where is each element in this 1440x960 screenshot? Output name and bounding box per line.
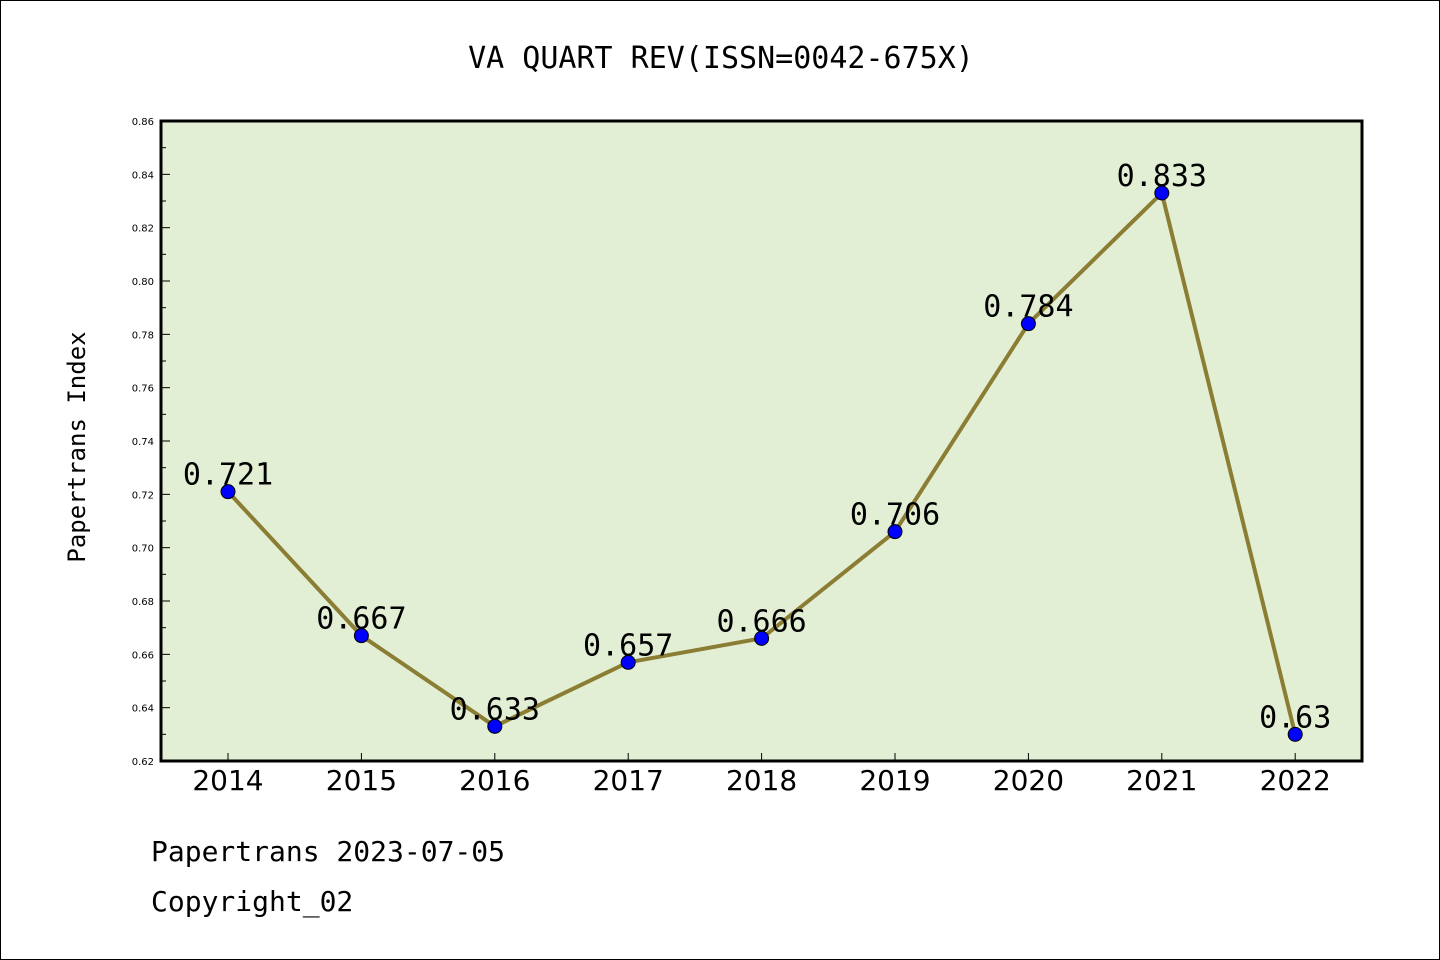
- footer-copyright: Copyright_02: [151, 885, 354, 918]
- x-tick-label: 2021: [1126, 764, 1197, 797]
- y-tick-label: 0.78: [132, 330, 154, 341]
- data-point: [353, 628, 369, 644]
- y-tick-label: 0.66: [132, 650, 154, 661]
- x-tick-label: 2014: [192, 764, 263, 797]
- x-tick-label: 2018: [726, 764, 797, 797]
- y-axis-ticks: 0.62 0.64 0.66 0.68 0.70 0.72 0.74 0.76 0.78 0.80…: [132, 117, 170, 768]
- x-tick-label: 2019: [859, 764, 930, 797]
- data-label: 0.706: [850, 498, 940, 533]
- data-label: 0.666: [716, 604, 806, 639]
- y-tick-label: 0.70: [132, 544, 154, 555]
- data-label: 0.833: [1117, 159, 1207, 194]
- data-label: 0.721: [183, 458, 273, 493]
- y-tick-label: 0.82: [132, 224, 154, 235]
- x-tick-label: 2017: [593, 764, 664, 797]
- data-points-layer: [220, 185, 1303, 742]
- data-label: 0.657: [583, 628, 673, 663]
- data-point: [887, 524, 903, 540]
- y-tick-label: 0.64: [132, 704, 154, 715]
- y-tick-label: 0.80: [132, 277, 154, 288]
- y-tick-label: 0.84: [132, 170, 154, 181]
- data-point: [1154, 185, 1170, 201]
- chart-title: VA QUART REV(ISSN=0042-675X): [468, 41, 974, 76]
- plot-area: [159, 119, 1364, 763]
- x-tick-label: 2020: [993, 764, 1064, 797]
- data-point: [1020, 316, 1036, 332]
- y-tick-label: 0.86: [132, 117, 154, 128]
- y-tick-label: 0.72: [132, 490, 154, 501]
- y-tick-label: 0.68: [132, 597, 154, 608]
- data-point: [487, 718, 503, 734]
- data-label: 0.667: [316, 602, 406, 637]
- x-tick-label: 2015: [326, 764, 397, 797]
- data-label: 0.63: [1259, 700, 1331, 735]
- data-point: [220, 484, 236, 500]
- y-axis-label: Papertrans Index: [63, 331, 91, 562]
- y-tick-label: 0.74: [132, 437, 154, 448]
- data-point: [1287, 726, 1303, 742]
- x-tick-label: 2022: [1260, 764, 1331, 797]
- data-labels-layer: 0.721 0.667 0.633 0.657 0.666 0.706 0.784 0.833…: [183, 159, 1331, 735]
- x-axis-tick-labels: 2014 2015 2016 2017 2018 2019 2020 2021 2022: [192, 753, 1331, 797]
- data-point: [754, 630, 770, 646]
- data-label: 0.784: [983, 290, 1073, 325]
- x-tick-label: 2016: [459, 764, 530, 797]
- footer-date-line: Papertrans 2023-07-05: [151, 835, 506, 868]
- y-tick-label: 0.62: [132, 757, 154, 768]
- data-point: [620, 654, 636, 670]
- data-label: 0.633: [450, 692, 540, 727]
- y-tick-label: 0.76: [132, 384, 154, 395]
